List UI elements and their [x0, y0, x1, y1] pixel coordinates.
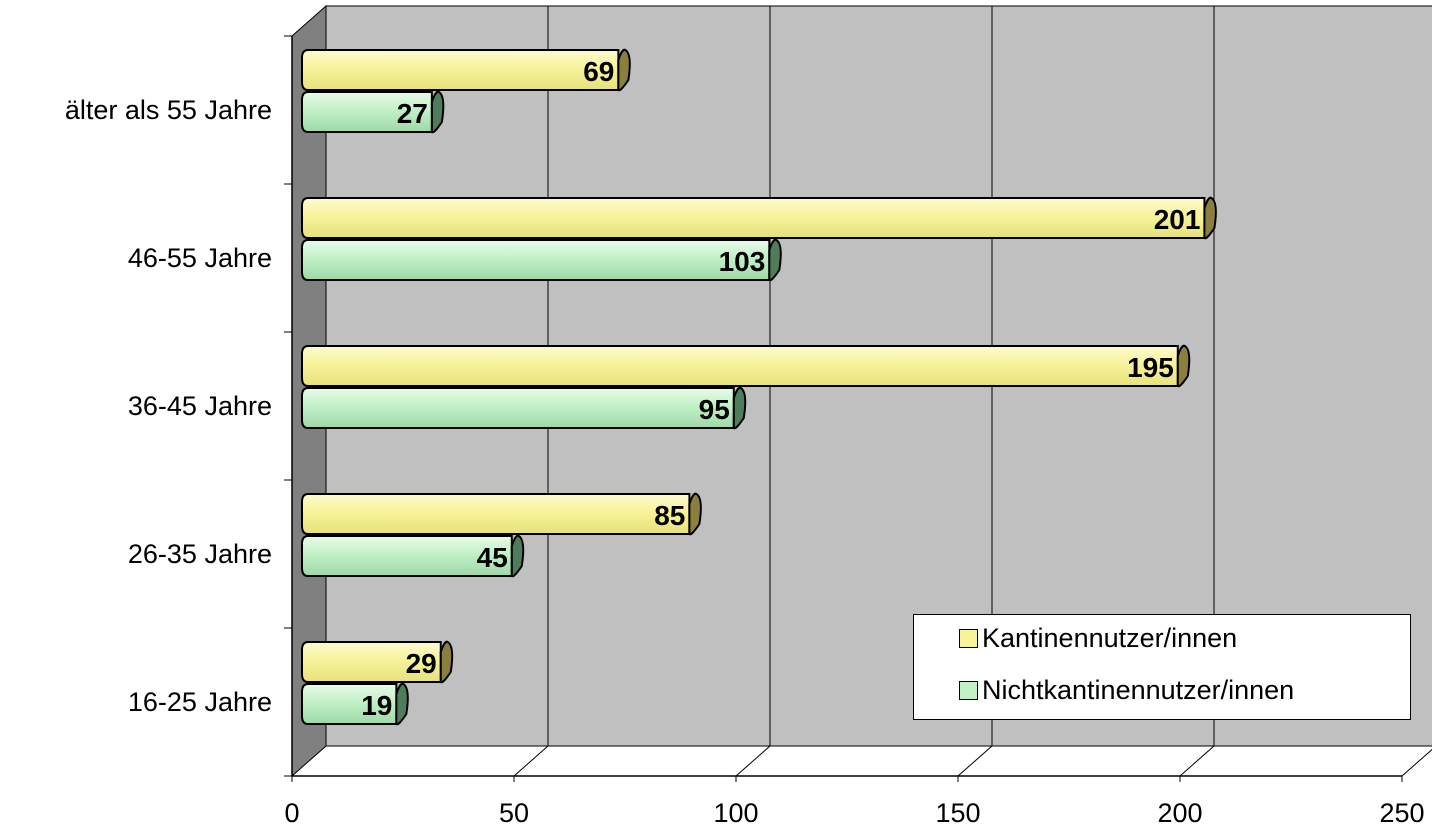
bar-body: [301, 197, 1206, 239]
bar-body: [301, 535, 513, 577]
y-category-label: 26-35 Jahre: [128, 539, 272, 569]
bar-cap: [395, 682, 409, 726]
bar: [301, 196, 1217, 240]
y-category-label: älter als 55 Jahre: [65, 95, 272, 125]
bar: [301, 492, 702, 536]
bar: [301, 238, 782, 282]
bar-body: [301, 239, 771, 281]
bar-cap: [617, 48, 631, 92]
data-label: 103: [719, 246, 766, 277]
data-label: 95: [699, 394, 730, 425]
bar: [301, 386, 747, 430]
data-label: 85: [654, 500, 685, 531]
gridline-floor: [1401, 748, 1432, 777]
bar-cap: [732, 386, 747, 430]
bar-body: [301, 345, 1179, 387]
x-tick-label: 250: [1379, 798, 1424, 828]
gridline-floor: [735, 745, 771, 777]
bar-cap: [1176, 344, 1191, 388]
bar-body: [301, 683, 398, 725]
bar: [301, 682, 409, 726]
bar: [301, 640, 454, 684]
data-label: 201: [1154, 204, 1201, 235]
axes: 0 50 100 150 200 250: [284, 35, 1425, 828]
legend-swatch-kantinennutzer: [959, 628, 978, 648]
bar-body: [301, 49, 620, 91]
legend-item-kantinennutzer: Kantinennutzer/innen: [959, 623, 1237, 653]
bar-cap: [1203, 196, 1217, 240]
y-category-label: 36-45 Jahre: [128, 391, 272, 421]
bar: [301, 48, 631, 92]
data-label: 45: [477, 542, 508, 573]
legend: Kantinennutzer/innen Nichtkantinennutzer…: [913, 614, 1411, 720]
bar-body: [301, 641, 442, 683]
x-tick-label: 150: [935, 798, 980, 828]
bars: [301, 48, 1217, 726]
bar-cap: [768, 238, 782, 282]
bar-body: [301, 91, 433, 133]
bar-cap: [439, 640, 454, 684]
data-label: 69: [583, 56, 614, 87]
bar-cap: [688, 492, 702, 536]
data-label: 195: [1127, 352, 1174, 383]
data-label: 27: [397, 98, 428, 129]
legend-label-kantinennutzer: Kantinennutzer/innen: [982, 623, 1238, 653]
labels: 16-25 Jahre 29 19 26-35 Jahre 85 45 36-45 Jahr…: [65, 56, 1201, 721]
bar-cap: [430, 90, 445, 134]
bar-body: [301, 493, 691, 535]
bar: [301, 534, 525, 578]
y-category-label: 46-55 Jahre: [128, 243, 272, 273]
bar: [301, 90, 445, 134]
gridline-floor: [1179, 745, 1215, 777]
x-tick-label: 50: [499, 798, 529, 828]
bar-body: [301, 387, 735, 429]
legend-swatch-nichtkantinennutzer: [959, 680, 978, 700]
y-category-label: 16-25 Jahre: [128, 687, 272, 717]
bar: [301, 344, 1191, 388]
data-label: 19: [361, 690, 392, 721]
x-tick-label: 100: [713, 798, 758, 828]
x-tick-label: 200: [1157, 798, 1202, 828]
bar-cap: [510, 534, 525, 578]
data-label: 29: [406, 648, 437, 679]
x-tick-label: 0: [284, 798, 299, 828]
legend-label-nichtkantinennutzer: Nichtkantinennutzer/innen: [982, 675, 1295, 705]
gridline-floor: [957, 745, 993, 777]
legend-item-nichtkantinennutzer: Nichtkantinennutzer/innen: [959, 675, 1294, 705]
gridline-floor: [513, 745, 549, 777]
